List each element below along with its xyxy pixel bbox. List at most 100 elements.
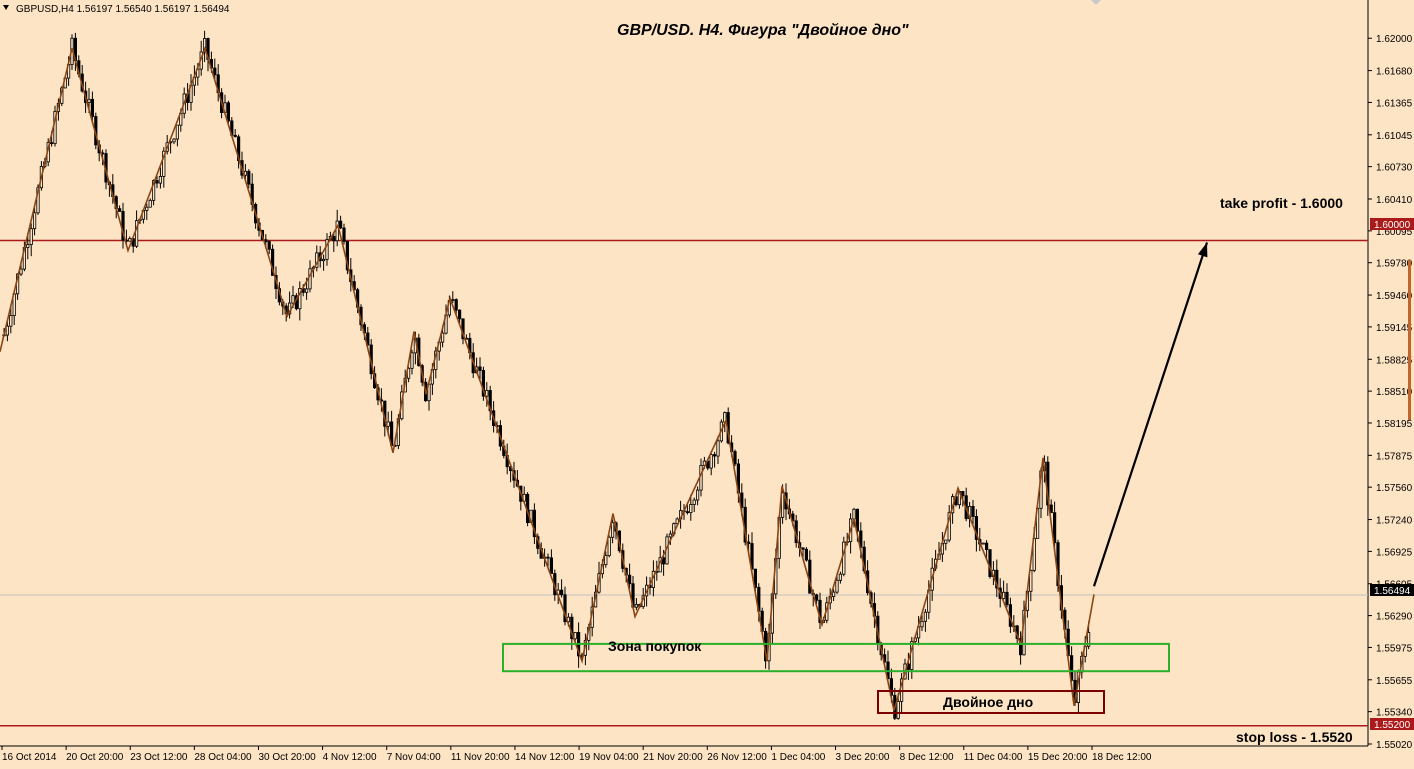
candle-bull	[832, 591, 836, 597]
zigzag-indicator-line	[0, 45, 1095, 711]
candle-bear	[50, 142, 54, 145]
y-tick-label: 1.60730	[1376, 163, 1413, 174]
candle-bear	[662, 557, 666, 565]
candle-bear	[961, 491, 965, 497]
candle-bull	[145, 206, 149, 211]
y-tick-label: 1.59460	[1376, 291, 1413, 302]
x-tick-label: 26 Nov 12:00	[707, 752, 767, 763]
candle-bull	[298, 288, 302, 310]
x-tick-label: 20 Oct 20:00	[66, 752, 124, 763]
chart-shift-marker-icon	[1091, 0, 1101, 5]
x-tick-label: 15 Dec 20:00	[1028, 752, 1088, 763]
x-tick-label: 28 Oct 04:00	[194, 752, 252, 763]
candle-bull	[325, 239, 329, 260]
x-tick-label: 16 Oct 2014	[2, 752, 57, 763]
double-bottom-rectangle[interactable]	[877, 690, 1105, 714]
candle-bull	[410, 352, 414, 369]
x-tick-label: 8 Dec 12:00	[900, 752, 954, 763]
candle-bear	[338, 220, 343, 229]
candle-bear	[753, 568, 758, 588]
candle-bear	[549, 557, 554, 574]
candle-bull	[1002, 591, 1006, 599]
y-tick-label: 1.61365	[1376, 98, 1413, 109]
candle-bear	[733, 451, 737, 465]
y-tick-label: 1.59145	[1376, 323, 1413, 334]
y-tick-label: 1.55655	[1376, 676, 1413, 687]
candle-bear	[1005, 591, 1009, 606]
x-tick-label: 1 Dec 04:00	[771, 752, 825, 763]
candle-bear	[713, 454, 717, 457]
candle-bull	[838, 573, 843, 581]
candle-bull	[689, 504, 693, 514]
buy-zone-rectangle[interactable]	[502, 642, 1170, 673]
candle-bull	[696, 489, 700, 501]
price-axis-scroll-indicator[interactable]	[1408, 260, 1411, 420]
take-profit-price-tag	[1370, 218, 1414, 230]
candle-bull	[923, 611, 928, 622]
candle-bull	[175, 124, 179, 140]
y-tick-label: 1.62000	[1376, 34, 1413, 45]
candle-bull	[835, 579, 839, 593]
candle-bear	[563, 594, 567, 623]
candle-bear	[90, 98, 94, 117]
x-tick-label: 11 Dec 04:00	[964, 752, 1023, 763]
y-tick-label: 1.55020	[1376, 740, 1413, 751]
x-tick-label: 4 Nov 12:00	[323, 752, 377, 763]
candle-bull	[852, 508, 856, 520]
y-tick-label: 1.55975	[1376, 643, 1413, 654]
y-tick-label: 1.59780	[1376, 259, 1413, 270]
candle-bull	[920, 620, 924, 628]
candle-bear	[457, 309, 462, 320]
symbol-header: GBPUSD,H4 1.56197 1.56540 1.56197 1.5649…	[16, 4, 230, 15]
symbol-dropdown-icon[interactable]	[3, 5, 9, 10]
y-tick-label: 1.58195	[1376, 419, 1413, 430]
candle-bull	[29, 228, 33, 245]
x-tick-label: 19 Nov 04:00	[579, 752, 639, 763]
take-profit-price-tag-text: 1.60000	[1374, 220, 1411, 231]
x-tick-label: 14 Nov 12:00	[515, 752, 575, 763]
candle-bull	[451, 299, 455, 301]
candle-bear	[546, 556, 550, 559]
stop-loss-label: stop loss - 1.5520	[1236, 729, 1353, 745]
candle-bear	[1019, 638, 1023, 656]
candle-bull	[335, 220, 339, 242]
candle-bull	[944, 539, 948, 544]
x-tick-label: 11 Nov 20:00	[451, 752, 510, 763]
y-tick-label: 1.57240	[1376, 516, 1413, 527]
candle-bull	[611, 522, 615, 538]
x-tick-label: 23 Oct 12:00	[130, 752, 188, 763]
candle-bull	[981, 542, 985, 545]
y-tick-label: 1.55340	[1376, 708, 1413, 719]
y-tick-label: 1.56290	[1376, 612, 1413, 623]
forecast-arrow-line[interactable]	[1092, 242, 1209, 587]
candle-bear	[971, 505, 975, 517]
candle-bull	[440, 332, 445, 343]
candle-bull	[716, 440, 720, 457]
candle-bear	[481, 369, 486, 397]
candle-bear	[974, 516, 979, 540]
candle-bull	[308, 268, 312, 290]
candle-bull	[33, 212, 37, 230]
y-tick-label: 1.58510	[1376, 387, 1413, 398]
candle-bull	[5, 325, 9, 336]
candle-bear	[118, 208, 122, 212]
candle-bull	[148, 199, 152, 208]
candle-bull	[134, 220, 139, 247]
candle-bear	[859, 530, 863, 548]
candle-bull	[202, 38, 207, 53]
candle-bull	[573, 632, 577, 640]
candle-bear	[155, 180, 159, 184]
candle-bull	[291, 295, 295, 304]
candle-bull	[604, 555, 608, 566]
candle-bull	[36, 187, 40, 214]
candle-bear	[233, 134, 237, 138]
y-tick-label: 1.60410	[1376, 195, 1413, 206]
forecast-arrow-head	[1197, 242, 1208, 258]
candle-bear	[995, 569, 999, 589]
candle-bull	[243, 170, 247, 176]
y-tick-label: 1.57560	[1376, 483, 1413, 494]
stop-loss-price-tag	[1370, 718, 1414, 730]
current-price-tag	[1370, 584, 1414, 596]
